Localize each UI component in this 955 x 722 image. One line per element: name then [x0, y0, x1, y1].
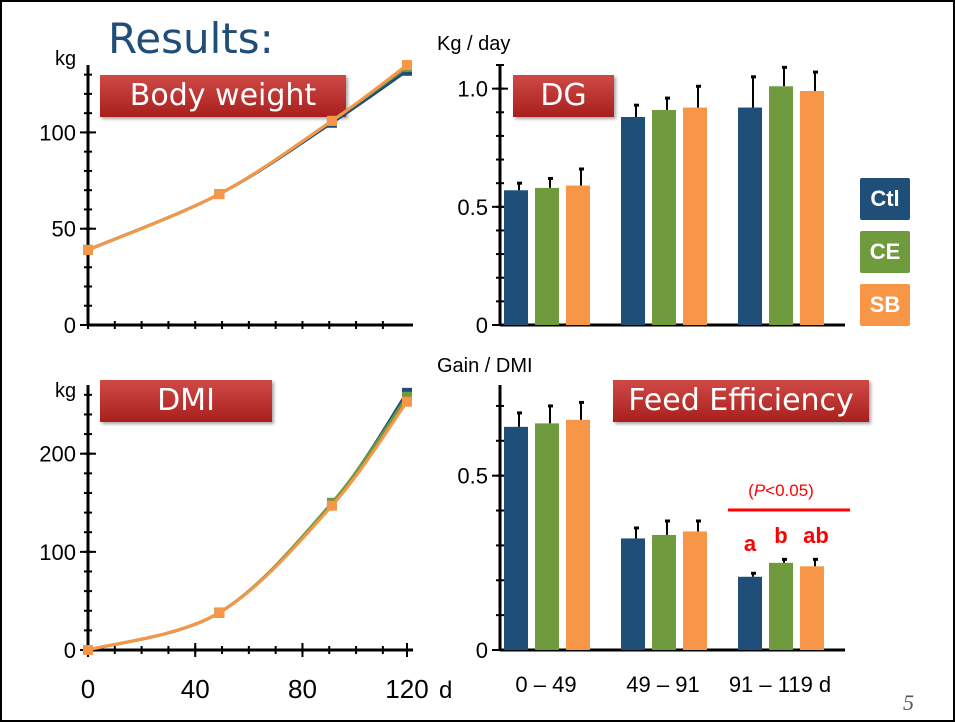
slide-title: Results:	[108, 14, 274, 63]
legend-ctl: Ctl	[860, 178, 910, 220]
bar-ce	[652, 534, 676, 650]
x-tick-label: 0	[81, 674, 95, 704]
y-tick-label: 0	[476, 638, 488, 663]
bar-sb	[683, 531, 707, 650]
y-tick-label: 0	[64, 638, 76, 663]
bar-ce	[769, 86, 793, 325]
y-tick-label: 0	[476, 313, 488, 338]
data-point-sb	[83, 244, 93, 255]
bar-ce	[769, 562, 793, 650]
tag-body-weight: Body weight	[100, 75, 346, 117]
tag-dg: DG	[513, 75, 614, 117]
bar-ctl	[621, 538, 645, 650]
bar-sb	[566, 185, 590, 325]
p-value-annotation: (P<0.05)	[748, 481, 814, 500]
y-tick-label: 100	[39, 120, 76, 145]
bar-sb	[683, 107, 707, 325]
bw-ylabel: kg	[55, 48, 77, 70]
page-number: 5	[903, 690, 914, 715]
legend-ce: CE	[860, 231, 910, 273]
legend-sb: SB	[860, 284, 910, 326]
x-tick-label: 80	[288, 674, 317, 704]
dg-ylabel: Kg / day	[437, 33, 511, 55]
significance-letter: b	[774, 523, 787, 548]
dmi-ylabel: kg	[55, 380, 77, 402]
data-point-sb	[326, 500, 337, 511]
y-tick-label: 0.5	[457, 464, 488, 489]
significance-letter: a	[744, 531, 757, 556]
y-tick-label: 0.5	[457, 195, 488, 220]
data-point-sb	[402, 396, 412, 407]
y-tick-label: 1.0	[457, 77, 488, 102]
significance-letter: ab	[803, 523, 829, 548]
y-tick-label: 200	[39, 442, 76, 467]
x-category-label: 0 – 49	[515, 672, 576, 697]
x-category-label: 49 – 91	[626, 672, 699, 697]
bar-sb	[800, 91, 824, 325]
bar-ctl	[738, 576, 762, 650]
y-tick-label: 0	[64, 313, 76, 338]
fe-ylabel: Gain / DMI	[437, 355, 533, 377]
bar-ce	[652, 109, 676, 325]
x-unit-label: d	[439, 677, 452, 704]
bar-ce	[535, 423, 559, 650]
x-category-label: 91 – 119 d	[729, 672, 831, 697]
data-point-sb	[402, 60, 412, 70]
data-point-sb	[214, 607, 225, 618]
tag-feed-efficiency: Feed Efficiency	[613, 380, 869, 422]
x-tick-label: 120	[385, 674, 428, 704]
tag-dmi: DMI	[100, 380, 272, 422]
bar-ctl	[621, 117, 645, 325]
series-line-sb	[87, 400, 409, 652]
bar-ctl	[504, 426, 528, 650]
series-line-sb	[87, 63, 408, 252]
x-tick-label: 40	[181, 674, 210, 704]
y-tick-label: 100	[39, 540, 76, 565]
data-point-sb	[326, 115, 337, 126]
bar-ctl	[504, 190, 528, 325]
bar-ce	[535, 187, 559, 325]
data-point-sb	[83, 645, 93, 655]
bar-sb	[566, 419, 590, 650]
y-tick-label: 50	[52, 217, 76, 242]
data-point-sb	[214, 189, 225, 200]
bar-sb	[800, 566, 824, 650]
bar-ctl	[738, 107, 762, 325]
